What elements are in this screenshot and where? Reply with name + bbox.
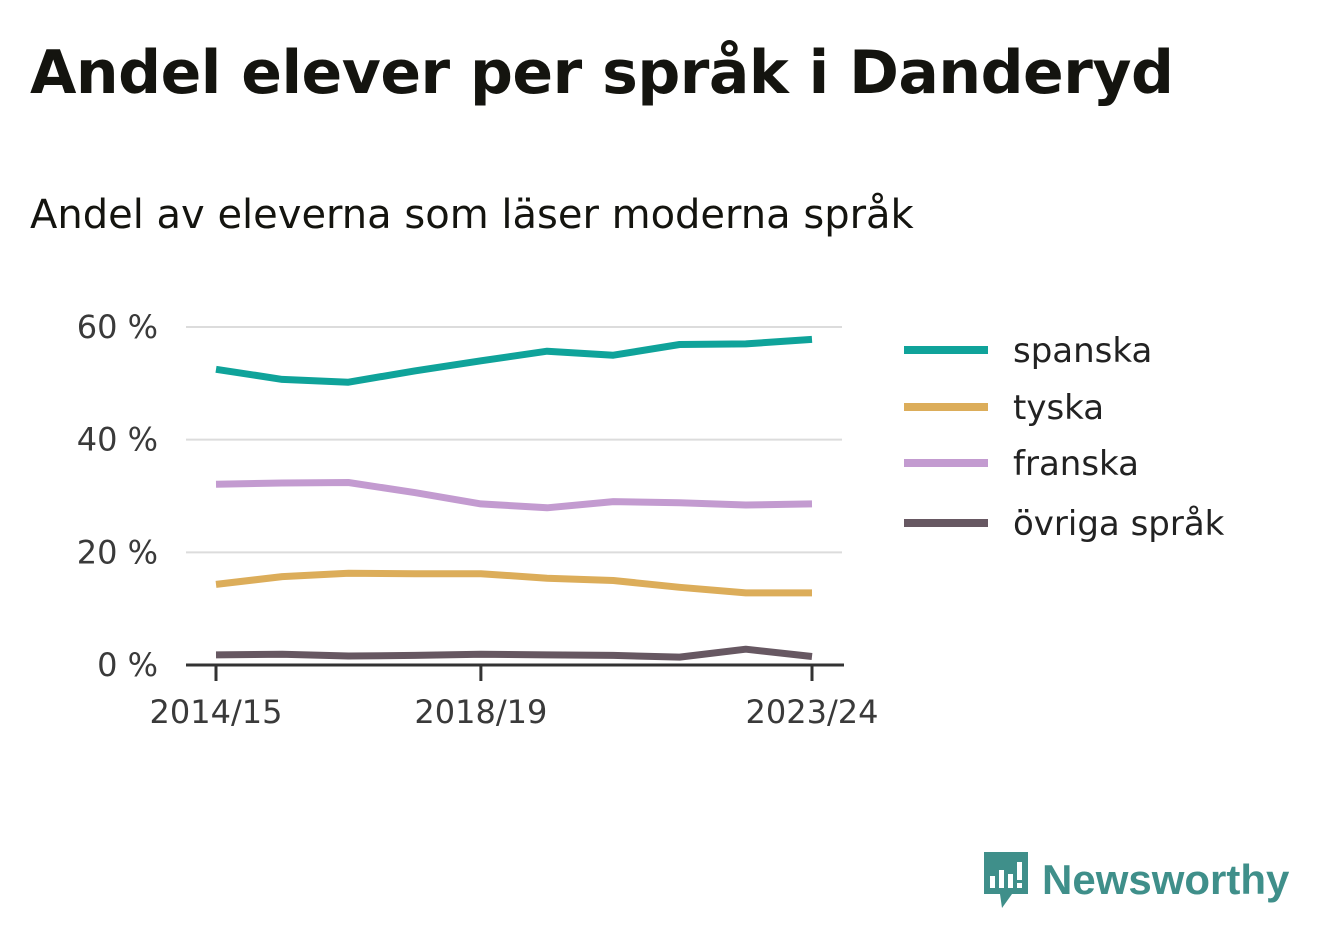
grid-lines	[186, 326, 842, 554]
chart-title: Andel elever per språk i Danderyd	[30, 38, 1174, 108]
series-line-spanska	[215, 335, 813, 386]
series-lines	[215, 335, 813, 661]
x-tick-label: 2014/15	[150, 693, 283, 731]
newsworthy-logo[interactable]: Newsworthy	[980, 850, 1289, 910]
legend: spanska tyska franska övriga språk	[904, 331, 1225, 544]
brand-name: Newsworthy	[1042, 856, 1290, 903]
line-chart: 0 % 20 % 40 % 60 % 2014/15 2018/19 2023/24 spa…	[77, 308, 1225, 731]
legend-label: övriga språk	[1013, 504, 1225, 544]
y-tick-label: 60 %	[77, 308, 158, 346]
y-tick-label: 20 %	[77, 533, 158, 571]
legend-label: tyska	[1013, 388, 1104, 428]
legend-label: spanska	[1013, 331, 1152, 371]
series-line-franska	[215, 479, 813, 512]
series-line-tyska	[215, 569, 812, 597]
x-tick-label: 2023/24	[746, 693, 879, 731]
chart-subtitle: Andel av eleverna som läser moderna språ…	[30, 192, 914, 238]
legend-label: franska	[1013, 444, 1139, 484]
axes: 0 % 20 % 40 % 60 % 2014/15 2018/19 2023/24	[77, 308, 879, 731]
x-tick-label: 2018/19	[414, 693, 547, 731]
newsworthy-logo-icon	[984, 852, 1028, 908]
y-tick-label: 40 %	[77, 421, 158, 459]
y-tick-label: 0 %	[97, 646, 158, 684]
series-line-övriga-språk	[215, 645, 813, 661]
